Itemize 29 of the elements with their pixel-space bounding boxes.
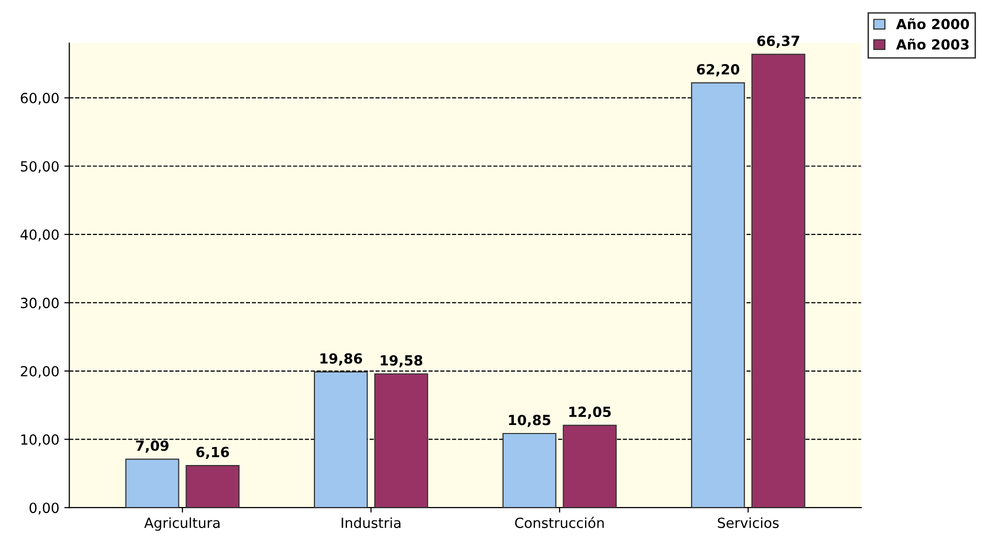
data-label: 7,09: [136, 440, 169, 453]
bar: [186, 464, 240, 508]
x-tick-label: Agricultura: [144, 517, 220, 531]
bar: [691, 82, 745, 508]
y-tick-label: 20,00: [20, 366, 59, 378]
legend-label: Año 2000: [896, 18, 970, 30]
bar: [562, 424, 617, 508]
x-tick-label: Servicios: [718, 517, 779, 528]
data-label: 19,58: [380, 355, 422, 368]
data-label: 6,16: [196, 446, 229, 460]
x-tick-label: Construcción: [515, 516, 604, 528]
data-label: 10,85: [509, 414, 550, 428]
bar: [502, 432, 556, 508]
x-tick-label: Industria: [342, 517, 400, 528]
y-tick-label: 30,00: [20, 298, 59, 310]
data-label: 66,37: [757, 36, 800, 48]
y-tick-label: 0,00: [30, 502, 59, 514]
data-label: 62,20: [696, 64, 740, 76]
bar: [374, 373, 428, 508]
bar: [314, 371, 368, 508]
y-tick-label: 10,00: [21, 434, 59, 446]
y-tick-label: 50,00: [20, 161, 59, 174]
y-tick-label: 40,00: [20, 229, 59, 242]
data-label: 12,05: [569, 406, 611, 419]
bar: [125, 458, 180, 508]
bar: [751, 54, 806, 508]
data-label: 19,86: [320, 353, 362, 366]
legend-label: Año 2003: [896, 38, 969, 50]
y-tick-label: 60,00: [20, 92, 59, 105]
